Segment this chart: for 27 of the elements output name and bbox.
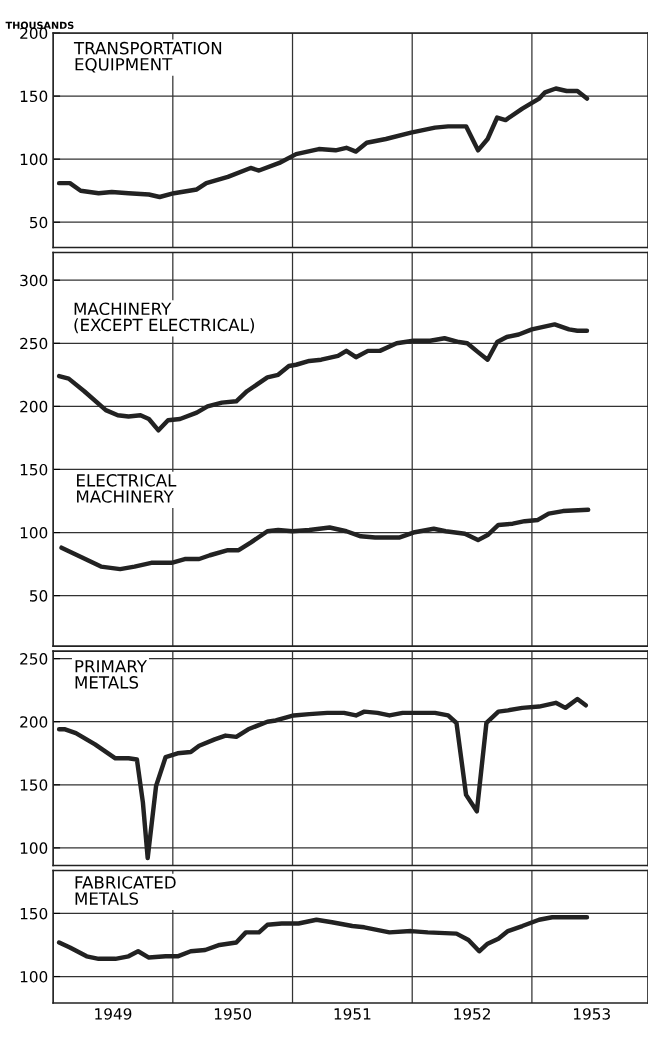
y-tick-label: 300 xyxy=(20,274,48,287)
y-tick-label: 100 xyxy=(20,970,48,983)
text: PRIMARY METALS xyxy=(75,660,148,689)
x-tick-label: 1949 xyxy=(95,1008,132,1020)
text: MACHINERY (EXCEPT ELECTRICAL) xyxy=(74,302,254,334)
y-tick-label: 100 xyxy=(20,842,48,854)
y-tick-label: 250 xyxy=(20,653,48,665)
x-tick-label: 1951 xyxy=(334,1008,371,1020)
y-tick-label: 150 xyxy=(20,90,48,103)
y-tick-label: 200 xyxy=(20,400,48,413)
x-tick-label: 1950 xyxy=(214,1008,252,1020)
text: ELECTRICAL MACHINERY xyxy=(77,474,177,503)
y-tick-label: 150 xyxy=(20,779,48,791)
y-tick-label: 200 xyxy=(20,27,48,40)
y-tick-label: 150 xyxy=(20,463,48,476)
y-tick-label: 50 xyxy=(30,216,48,229)
text: FABRICATED METALS xyxy=(75,876,176,905)
y-tick-label: 200 xyxy=(20,716,48,728)
y-tick-label: 150 xyxy=(20,907,48,920)
text: TRANSPORTATION EQUIPMENT xyxy=(73,41,222,73)
y-axis-title: THOUSANDS xyxy=(5,21,74,29)
y-tick-label: 50 xyxy=(30,590,48,602)
y-tick-label: 100 xyxy=(20,153,48,166)
y-tick-label: 100 xyxy=(20,527,48,539)
x-tick-label: 1953 xyxy=(573,1008,610,1020)
y-tick-label: 250 xyxy=(20,337,48,350)
x-tick-label: 1952 xyxy=(454,1008,490,1020)
